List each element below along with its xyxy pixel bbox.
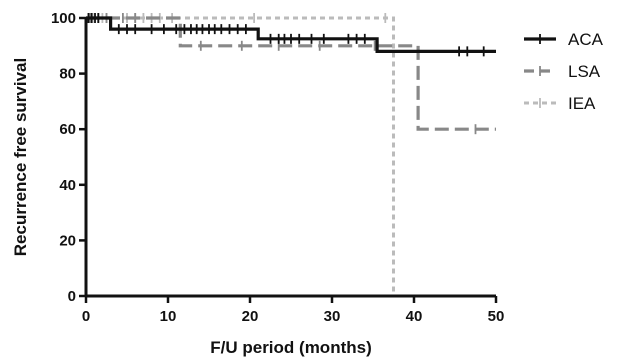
series-lsa xyxy=(86,13,496,135)
legend-item-iea: IEA xyxy=(524,94,596,113)
legend-label: IEA xyxy=(568,94,596,113)
y-tick-label: 40 xyxy=(59,177,76,194)
legend: ACA LSA IEA xyxy=(524,30,604,113)
series-line-lsa xyxy=(86,16,496,131)
series-line-aca xyxy=(86,16,496,53)
legend-label: ACA xyxy=(568,30,604,49)
y-tick-label: 80 xyxy=(59,66,76,83)
x-tick-label: 20 xyxy=(242,308,259,325)
series-iea xyxy=(86,13,395,296)
series-aca xyxy=(86,13,496,57)
plot-area: 0 10 20 30 40 50 0 20 40 60 80 100 xyxy=(51,10,504,325)
x-tick-label: 0 xyxy=(82,308,90,325)
legend-item-aca: ACA xyxy=(524,30,604,49)
x-tick-label: 30 xyxy=(324,308,341,325)
axis-ticks: 0 10 20 30 40 50 0 20 40 60 80 100 xyxy=(51,10,504,325)
series-line-iea xyxy=(86,16,395,296)
y-axis-title: Recurrence free survival xyxy=(11,58,30,256)
legend-item-lsa: LSA xyxy=(524,62,601,81)
y-tick-label: 100 xyxy=(51,10,76,27)
survival-curves xyxy=(86,13,496,296)
legend-label: LSA xyxy=(568,62,601,81)
x-tick-label: 40 xyxy=(406,308,423,325)
x-tick-label: 10 xyxy=(160,308,177,325)
y-tick-label: 60 xyxy=(59,121,76,138)
x-axis-title: F/U period (months) xyxy=(210,338,371,357)
x-tick-label: 50 xyxy=(488,308,505,325)
y-tick-label: 20 xyxy=(59,232,76,249)
y-tick-label: 0 xyxy=(68,288,76,305)
axes xyxy=(84,18,496,298)
